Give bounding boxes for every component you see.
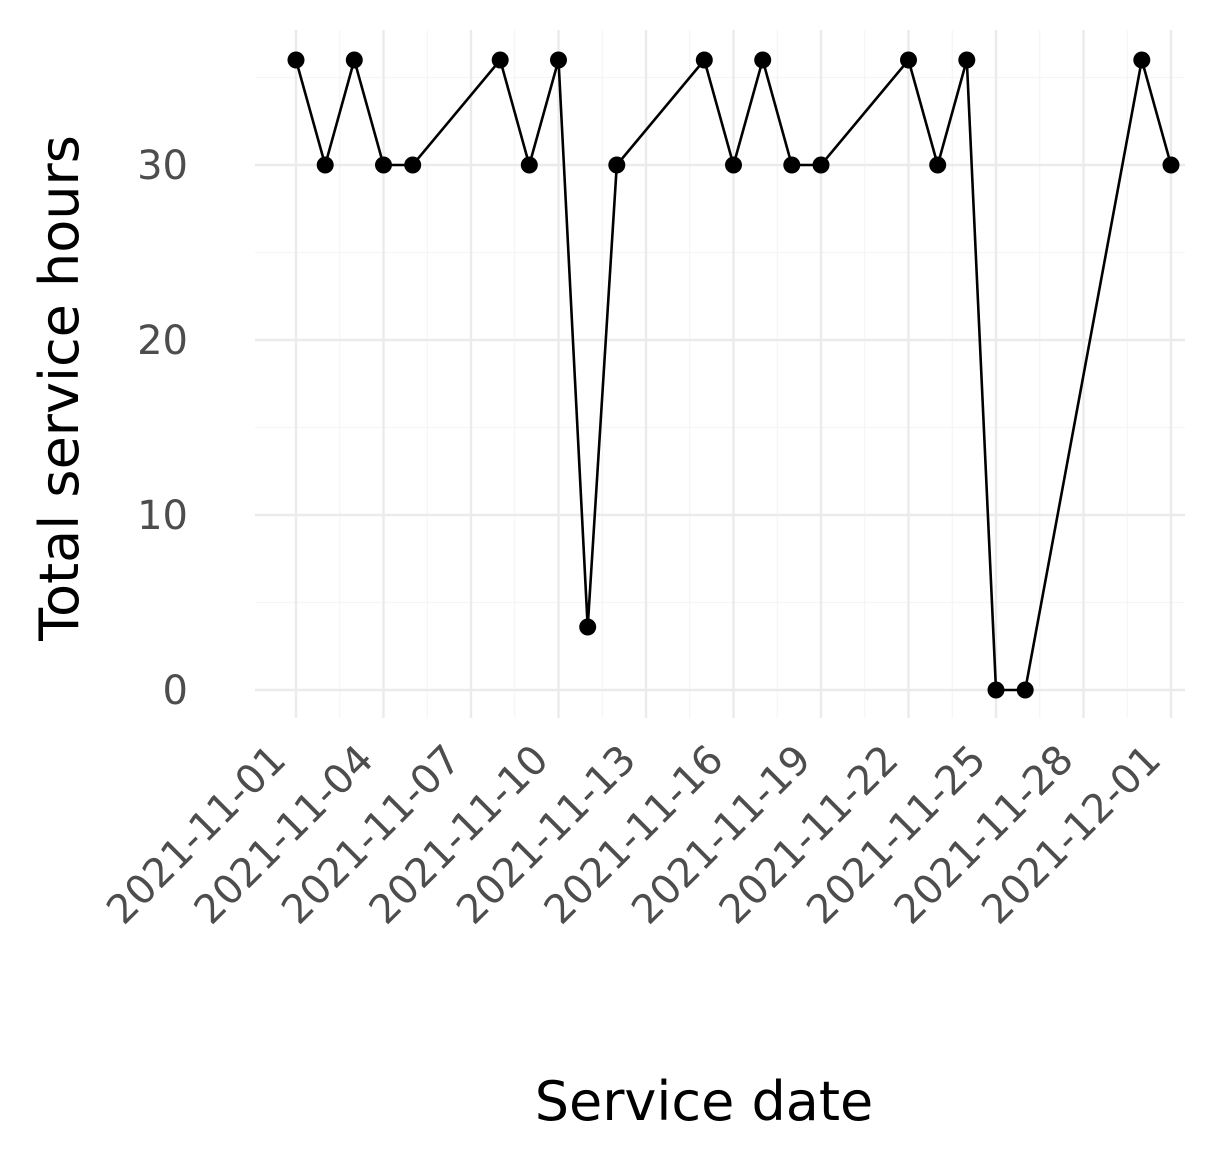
tick-labels: 01020302021-11-012021-11-042021-11-07202… [98, 143, 1170, 933]
data-point [929, 156, 947, 174]
data-point [287, 51, 305, 69]
data-point [1016, 681, 1034, 699]
grid [255, 30, 1185, 718]
data-point [375, 156, 392, 174]
data-point [404, 156, 422, 174]
data-point [958, 51, 976, 69]
data-point [491, 51, 509, 69]
y-tick-label: 0 [163, 668, 188, 714]
data-point [579, 618, 597, 636]
series-line [294, 55, 1173, 692]
data-point [754, 51, 772, 69]
data-point [783, 156, 801, 174]
y-tick-label: 30 [137, 143, 188, 189]
data-point [695, 51, 713, 69]
data-point [550, 51, 567, 69]
y-axis-title: Total service hours [28, 135, 91, 642]
data-point [345, 51, 363, 69]
data-point [1133, 51, 1151, 69]
x-axis-title: Service date [535, 1070, 874, 1133]
series-layer [287, 51, 1180, 699]
data-point [608, 156, 626, 174]
data-point [987, 681, 1005, 699]
data-point [1162, 156, 1180, 174]
data-point [900, 51, 917, 69]
data-point [725, 156, 742, 174]
data-point [812, 156, 830, 174]
data-point [316, 156, 334, 174]
y-tick-label: 20 [137, 318, 188, 364]
data-point [520, 156, 538, 174]
y-tick-label: 10 [137, 493, 188, 539]
